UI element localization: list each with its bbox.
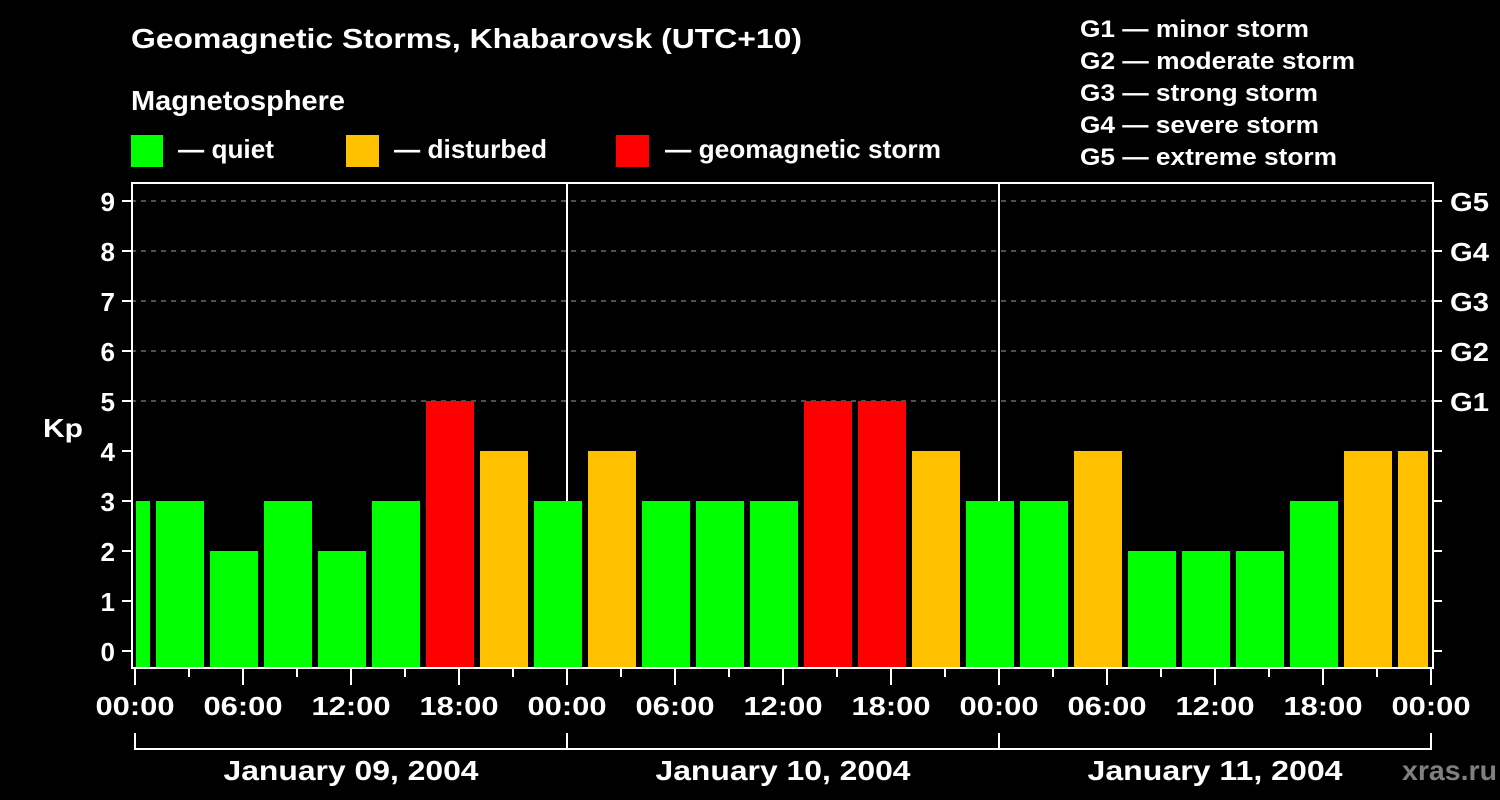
y-tick-label: 6 (101, 337, 115, 367)
legend-label-storm: — geomagnetic storm (665, 134, 941, 164)
g-level-label: G3 (1450, 287, 1489, 317)
kp-bar-quiet (156, 501, 204, 668)
kp-bar-quiet (966, 501, 1014, 668)
kp-bar-quiet (372, 501, 420, 668)
quiet-swatch-icon (131, 135, 163, 167)
color-legend: — quiet — disturbed — geomagnetic storm (131, 134, 941, 167)
day-label-3: January 11, 2004 (1088, 755, 1343, 786)
kp-bar-quiet (1020, 501, 1068, 668)
storm-swatch-icon (616, 135, 649, 167)
g-scale-item-g1: G1 — minor storm (1080, 16, 1309, 43)
x-tick-label: 12:00 (744, 691, 823, 721)
x-tick-label: 00:00 (960, 691, 1039, 721)
x-tick-label: 06:00 (204, 691, 283, 721)
x-tick-label: 00:00 (528, 691, 607, 721)
g-scale-item-g4: G4 — severe storm (1080, 112, 1319, 139)
y-tick-label: 0 (101, 637, 115, 667)
kp-bars (136, 401, 1428, 668)
kp-bar-quiet (318, 551, 366, 668)
legend-label-disturbed: — disturbed (394, 134, 547, 164)
y-tick-label: 5 (101, 387, 115, 417)
kp-bar-disturbed (1344, 451, 1392, 668)
axes (122, 182, 1442, 685)
y-tick-label: 9 (101, 187, 115, 217)
y-axis-title: Kp (43, 413, 83, 443)
kp-bar-disturbed (1074, 451, 1122, 668)
x-tick-label: 00:00 (96, 691, 175, 721)
legend-item-quiet: — quiet (131, 134, 274, 167)
x-tick-label: 18:00 (420, 691, 499, 721)
day-bracket (134, 733, 1432, 750)
legend-label-quiet: — quiet (178, 134, 274, 164)
g-level-label: G2 (1450, 337, 1489, 367)
legend-heading: Magnetosphere (131, 85, 345, 116)
y-tick-label: 1 (101, 587, 115, 617)
x-tick-label: 06:00 (636, 691, 715, 721)
kp-bar-quiet (1182, 551, 1230, 668)
chart-title: Geomagnetic Storms, Khabarovsk (UTC+10) (131, 23, 802, 54)
disturbed-swatch-icon (346, 135, 379, 167)
x-tick-label: 06:00 (1068, 691, 1147, 721)
kp-bar-disturbed (480, 451, 528, 668)
y-tick-label: 7 (101, 287, 115, 317)
g-scale-item-g2: G2 — moderate storm (1080, 48, 1355, 75)
kp-bar-storm (804, 401, 852, 668)
kp-bar-quiet (1128, 551, 1176, 668)
kp-bar-quiet (210, 551, 258, 668)
y-tick-label: 2 (101, 537, 115, 567)
kp-bar-quiet (534, 501, 582, 668)
day-label-1: January 09, 2004 (224, 755, 479, 786)
kp-bar-storm (858, 401, 906, 668)
y-tick-label: 8 (101, 237, 115, 267)
x-tick-label: 18:00 (852, 691, 931, 721)
x-tick-label: 12:00 (1176, 691, 1255, 721)
kp-bar-quiet (264, 501, 312, 668)
kp-bar-quiet (696, 501, 744, 668)
kp-bar-quiet (136, 501, 150, 668)
gridlines (131, 200, 1434, 402)
y-tick-label: 4 (101, 437, 116, 467)
x-tick-label: 00:00 (1392, 691, 1471, 721)
x-tick-label: 12:00 (312, 691, 391, 721)
y-tick-label: 3 (101, 487, 115, 517)
kp-bar-quiet (642, 501, 690, 668)
kp-bar-quiet (1290, 501, 1338, 668)
g-level-label: G1 (1450, 387, 1489, 417)
kp-bar-disturbed (1398, 451, 1428, 668)
g-scale-item-g5: G5 — extreme storm (1080, 144, 1337, 171)
g-level-labels: G1 G2 G3 G4 G5 (1450, 187, 1490, 417)
y-axis-labels: 0 1 2 3 4 5 6 7 8 9 (101, 187, 116, 667)
kp-bar-disturbed (912, 451, 960, 668)
kp-bar-storm (426, 401, 474, 668)
x-tick-label: 18:00 (1284, 691, 1363, 721)
kp-bar-quiet (1236, 551, 1284, 668)
kp-bar-disturbed (588, 451, 636, 668)
watermark: xras.ru (1402, 755, 1497, 786)
day-label-2: January 10, 2004 (656, 755, 911, 786)
g-level-label: G4 (1450, 237, 1490, 267)
g-scale-item-g3: G3 — strong storm (1080, 80, 1318, 107)
x-axis-labels: 00:00 06:00 12:00 18:00 00:00 06:00 12:00 18:00… (96, 691, 1471, 721)
g-level-label: G5 (1450, 187, 1489, 217)
g-scale-legend: G1 — minor storm G2 — moderate storm G3 … (1080, 16, 1355, 171)
legend-item-disturbed: — disturbed (346, 134, 547, 167)
legend-item-storm: — geomagnetic storm (616, 134, 941, 167)
kp-bar-quiet (750, 501, 798, 668)
